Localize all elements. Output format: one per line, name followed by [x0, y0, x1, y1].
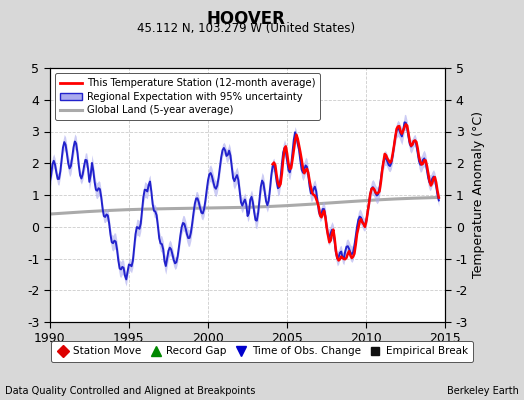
- Legend: This Temperature Station (12-month average), Regional Expectation with 95% uncer: This Temperature Station (12-month avera…: [55, 73, 320, 120]
- Text: HOOVER: HOOVER: [207, 10, 286, 28]
- Legend: Station Move, Record Gap, Time of Obs. Change, Empirical Break: Station Move, Record Gap, Time of Obs. C…: [51, 341, 473, 362]
- Text: Berkeley Earth: Berkeley Earth: [447, 386, 519, 396]
- Text: Data Quality Controlled and Aligned at Breakpoints: Data Quality Controlled and Aligned at B…: [5, 386, 256, 396]
- Y-axis label: Temperature Anomaly (°C): Temperature Anomaly (°C): [472, 112, 485, 278]
- Text: 45.112 N, 103.279 W (United States): 45.112 N, 103.279 W (United States): [137, 22, 355, 35]
